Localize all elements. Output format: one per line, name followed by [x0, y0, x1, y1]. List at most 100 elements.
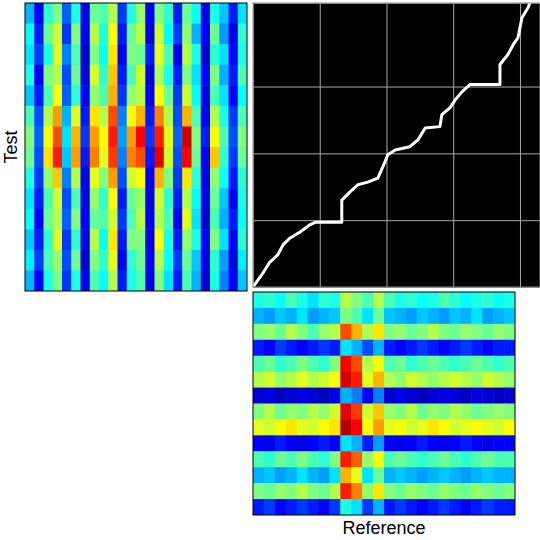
heatmap-cell [90, 85, 100, 106]
heatmap-cell [275, 340, 286, 356]
heatmap-cell [482, 292, 493, 308]
heatmap-cell [219, 126, 229, 147]
heatmap-cell [439, 404, 450, 420]
heatmap-cell [99, 188, 109, 209]
heatmap-cell [340, 419, 351, 435]
heatmap-cell [81, 3, 91, 24]
heatmap-cell [81, 65, 91, 86]
heatmap-cell [319, 308, 330, 324]
heatmap-cell [34, 270, 44, 291]
heatmap-cell [108, 44, 118, 65]
heatmap-cell [229, 250, 239, 271]
heatmap-cell [439, 467, 450, 483]
heatmap-cell [192, 44, 202, 65]
heatmap-cell [395, 388, 406, 404]
heatmap-cell [373, 451, 384, 467]
heatmap-cell [275, 435, 286, 451]
heatmap-cell [351, 308, 362, 324]
heatmap-cell [53, 44, 63, 65]
heatmap-cell [460, 404, 471, 420]
heatmap-cell [460, 419, 471, 435]
heatmap-cell [62, 168, 72, 189]
heatmap-cell [192, 250, 202, 271]
heatmap-cell [450, 308, 461, 324]
cells [25, 3, 247, 291]
heatmap-cell [210, 44, 220, 65]
heatmap-cell [482, 483, 493, 499]
heatmap-cell [182, 106, 192, 127]
heatmap-cell [34, 209, 44, 230]
heatmap-cell [417, 499, 428, 515]
heatmap-cell [108, 168, 118, 189]
heatmap-cell [155, 44, 165, 65]
heatmap-cell [127, 270, 137, 291]
heatmap-cell [71, 209, 81, 230]
heatmap-cell [329, 419, 340, 435]
heatmap-cell [264, 499, 275, 515]
heatmap-cell [286, 340, 297, 356]
heatmap-cell [319, 340, 330, 356]
heatmap-cell [460, 388, 471, 404]
y-axis [253, 4, 540, 288]
heatmap-cell [90, 65, 100, 86]
heatmap-cell [136, 44, 146, 65]
heatmap-cell [329, 340, 340, 356]
heatmap-cell [173, 209, 183, 230]
heatmap-cell [439, 292, 450, 308]
heatmap-cell [173, 3, 183, 24]
heatmap-cell [297, 340, 308, 356]
heatmap-cell [90, 147, 100, 168]
heatmap-cell [155, 3, 165, 24]
heatmap-cell [155, 168, 165, 189]
heatmap-cell [90, 229, 100, 250]
heatmap-cell [450, 419, 461, 435]
heatmap-cell [192, 106, 202, 127]
heatmap-cell [173, 250, 183, 271]
heatmap-cell [384, 499, 395, 515]
heatmap-cell [428, 340, 439, 356]
heatmap-cell [308, 483, 319, 499]
heatmap-cell [450, 340, 461, 356]
heatmap-cell [238, 147, 247, 168]
heatmap-cell [108, 229, 118, 250]
heatmap-cell [192, 24, 202, 45]
heatmap-cell [229, 209, 239, 230]
heatmap-cell [504, 308, 515, 324]
heatmap-cell [62, 85, 72, 106]
heatmap-cell [173, 147, 183, 168]
heatmap-cell [384, 292, 395, 308]
heatmap-cell [460, 467, 471, 483]
heatmap-cell [428, 292, 439, 308]
heatmap-cell [25, 168, 35, 189]
heatmap-cell [136, 229, 146, 250]
heatmap-cell [340, 483, 351, 499]
heatmap-cell [182, 126, 192, 147]
tick [453, 3, 454, 287]
heatmap-cell [62, 270, 72, 291]
heatmap-cell [201, 188, 211, 209]
heatmap-cell [253, 356, 264, 372]
heatmap-cell [362, 499, 373, 515]
heatmap-cell [81, 106, 91, 127]
heatmap-cell [482, 340, 493, 356]
heatmap-cell [297, 499, 308, 515]
heatmap-cell [329, 372, 340, 388]
heatmap-cell [319, 499, 330, 515]
heatmap-cell [395, 419, 406, 435]
heatmap-cell [373, 324, 384, 340]
heatmap-cell [99, 229, 109, 250]
heatmap-cell [362, 419, 373, 435]
heatmap-cell [145, 65, 155, 86]
heatmap-cell [210, 250, 220, 271]
heatmap-cell [127, 126, 137, 147]
heatmap-cell [308, 419, 319, 435]
heatmap-cell [108, 126, 118, 147]
heatmap-cell [471, 467, 482, 483]
grid-line [253, 87, 540, 88]
heatmap-cell [44, 3, 54, 24]
heatmap-cell [384, 419, 395, 435]
heatmap-cell [406, 324, 417, 340]
heatmap-cell [286, 467, 297, 483]
heatmap-cell [439, 451, 450, 467]
heatmap-cell [297, 483, 308, 499]
